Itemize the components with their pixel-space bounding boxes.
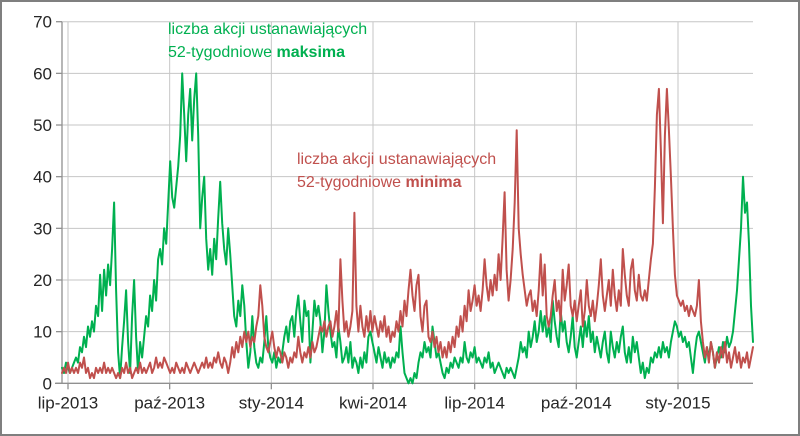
y-tick-label: 0 (43, 374, 52, 393)
y-tick-label: 30 (33, 219, 52, 238)
x-tick-label: kwi-2014 (339, 393, 407, 412)
x-tick-label: lip-2013 (38, 393, 99, 412)
y-tick-label: 10 (33, 323, 52, 342)
x-tick-label: paź-2013 (134, 393, 205, 412)
y-tick-label: 50 (33, 116, 52, 135)
y-tick-label: 20 (33, 271, 52, 290)
minima-line (61, 87, 754, 380)
y-tick-label: 70 (33, 13, 52, 32)
maksima-line (61, 72, 754, 385)
x-tick-label: paź-2014 (541, 393, 612, 412)
x-tick-label: sty-2014 (239, 393, 304, 412)
x-tick-label: lip-2014 (444, 393, 505, 412)
y-tick-label: 40 (33, 168, 52, 187)
y-tick-label: 60 (33, 64, 52, 83)
x-tick-label: sty-2015 (645, 393, 710, 412)
